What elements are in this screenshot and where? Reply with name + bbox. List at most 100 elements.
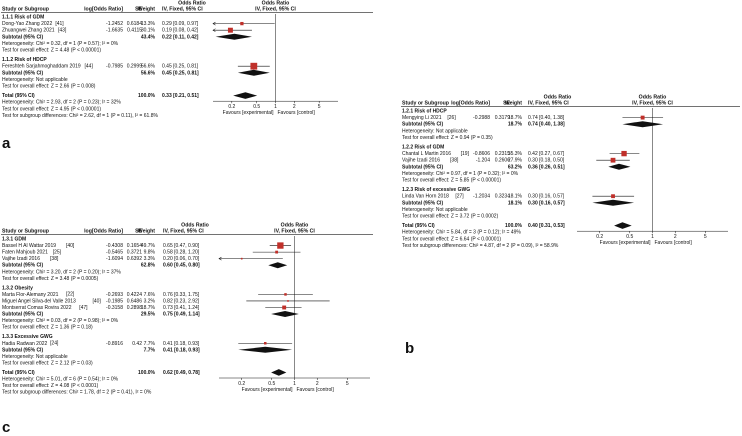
panel-c-group-2-subtotal-weight: 29.5% <box>141 312 156 318</box>
panel-a-header-ci: IV, Fixed, 95% CI <box>162 7 203 13</box>
panel-c-footer-1: Heterogeneity: Chi² = 5.01, df = 6 (P = … <box>2 377 119 383</box>
panel-c-group-2-study-1-weight: 7.6% <box>144 292 156 298</box>
panel-c-group-3-subtotal-diamond <box>238 346 293 353</box>
panel-b-group-1-study-1-log: -0.2988 <box>473 115 490 121</box>
panel-c-group-2-study-1-name: Marta Flor-Alemany 2021 <box>2 292 59 298</box>
panel-c-group-3-study-1-point-square <box>264 342 267 345</box>
panel-b-group-2-study-1-name: Chantal L Martin 2016 <box>402 151 451 157</box>
panel-c-group-3-title: 1.3.3 Excessive GWG <box>2 334 53 340</box>
panel-c-header-log: log[Odds Ratio] <box>84 229 123 235</box>
panel-b-favours-right: Favours [control] <box>655 240 693 246</box>
panel-c-group-1-overall-test: Test for overall effect: Z = 3.48 (P = 0… <box>2 276 99 282</box>
panel-c-group-1-study-3-se: 0.6392 <box>127 256 143 262</box>
panel-a-group-1-study-1-ref: [41] <box>55 21 64 27</box>
panel-b-header-study: Study or Subgroup <box>402 101 449 107</box>
panel-b-group-2-study-2-log: -1.204 <box>476 158 490 164</box>
panel-b-group-3-overall-test: Test for overall effect: Z = 3.72 (P = 0… <box>402 214 499 220</box>
panel-b-header-or-label: Odds Ratio <box>544 95 572 101</box>
panel-b-group-2-study-2-se: 0.2606 <box>495 158 511 164</box>
panel-a-group-1-study-1-log: -1.2452 <box>106 21 123 27</box>
panel-b-group-2-study-1-ref: [19] <box>461 151 470 157</box>
panel-a-group-1-study-2-ci: 0.19 [0.08, 0.42] <box>162 28 199 34</box>
panel-b-favours-left: Favours [experimental] <box>600 240 651 246</box>
panel-b-group-1-study-1-ref: [26] <box>447 115 456 121</box>
panel-c-group-1-study-3-log: -1.6094 <box>106 256 123 262</box>
panel-a-group-1-subtotal-label: Subtotal (95% CI) <box>2 34 43 40</box>
panel-c-group-2-study-3-weight: 18.7% <box>141 305 156 311</box>
panel-c-label: c <box>2 419 10 436</box>
panel-b-group-3-subtotal-ci: 0.30 [0.16, 0.57] <box>528 200 565 206</box>
panel-c-group-1-study-1-name: Bassel H Al Wattar 2019 <box>2 243 56 249</box>
panel-a-header-weight: Weight <box>138 7 155 13</box>
panel-b-group-3-study-1-weight: 18.1% <box>508 194 523 200</box>
panel-c-group-2-study-2-name: Miguel Angel Silva-del Valle 2013 <box>2 298 76 304</box>
panel-b-group-1-subtotal-label: Subtotal (95% CI) <box>402 122 443 128</box>
panel-b-total-label: Total (95% CI) <box>402 223 435 229</box>
panel-c-group-2-heterogeneity: Heterogeneity: Chi² = 0.03, df = 2 (P = … <box>2 318 119 324</box>
panel-a-total-weight: 100.0% <box>138 93 156 99</box>
panel-b-group-1-study-1-point-square <box>640 115 645 120</box>
panel-a-label: a <box>2 135 11 152</box>
panel-c-group-2-study-1-point-square <box>284 293 287 296</box>
panel-b-group-2-subtotal-diamond <box>608 163 631 170</box>
panel-c-group-1-study-2-ci: 0.58 [0.28, 1.20] <box>163 250 200 256</box>
panel-b-footer-1: Heterogeneity: Chi² = 5.84, df = 3 (P = … <box>402 230 521 236</box>
panel-a-group-2-study-1-ref: [44] <box>85 64 94 70</box>
panel-c-group-3-study-1-se: 0.42 <box>132 341 142 347</box>
panel-c-group-2-study-3-ref: [47] <box>79 305 88 311</box>
panel-b-group-2-study-2-weight: 27.9% <box>508 158 523 164</box>
panel-a-footer-1: Heterogeneity: Chi² = 2.93, df = 2 (P = … <box>2 100 121 106</box>
panel-a-group-1-subtotal-weight: 43.4% <box>141 34 156 40</box>
panel-c-group-2-study-3-ci: 0.73 [0.41, 1.24] <box>163 305 200 311</box>
panel-c-x-tick-label-3: 1 <box>293 381 296 387</box>
panel-c-total-diamond <box>271 369 287 376</box>
panel-c-group-3-subtotal-label: Subtotal (95% CI) <box>2 347 43 353</box>
panel-c-group-1-study-1-log: -0.4308 <box>106 243 123 249</box>
panel-c-group-1-study-1-ci: 0.65 [0.47, 0.90] <box>163 243 200 249</box>
panel-b-header-weight: Weight <box>505 101 522 107</box>
panel-b-group-2-study-1-se: 0.2315 <box>495 151 511 157</box>
panel-a-total-ci: 0.33 [0.21, 0.51] <box>162 93 199 99</box>
panel-c-group-1-study-1-se: 0.1654 <box>127 243 143 249</box>
panel-c-group-1-study-3-weight: 3.3% <box>144 256 156 262</box>
panel-c-group-2-study-2-point-square <box>287 300 289 302</box>
panel-a-total-label: Total (95% CI) <box>2 93 35 99</box>
panel-b-x-tick-label-4: 2 <box>674 234 677 240</box>
panel-b-x-tick-label-5: 5 <box>704 234 707 240</box>
panel-b-group-3-study-1-point-square <box>611 194 615 199</box>
panel-a-group-1-subtotal-ci: 0.22 [0.11, 0.42] <box>162 34 199 40</box>
panel-c-group-2-subtotal-label: Subtotal (95% CI) <box>2 312 43 318</box>
panel-a-x-tick-label-2: 0.5 <box>253 104 260 110</box>
panel-b-x-tick-label-3: 1 <box>651 234 654 240</box>
panel-c-favours-left: Favours [experimental] <box>242 387 293 393</box>
panel-c-group-3-heterogeneity: Heterogeneity: Not applicable <box>2 354 68 360</box>
panel-c-group-2-study-3-name: Montserrat Comas Rovira 2022 <box>2 305 72 311</box>
panel-c-total-label: Total (95% CI) <box>2 370 35 376</box>
panel-b-group-2-study-2-ref: [38] <box>450 158 459 164</box>
panel-c-group-3-subtotal-ci: 0.41 [0.18, 0.93] <box>163 347 200 353</box>
panel-b-group-2-study-2-point-square <box>610 157 616 163</box>
panel-b-group-2-title: 1.2.2 Risk of GDM <box>402 145 444 151</box>
panel-c-header-or-label: Odds Ratio <box>181 223 209 229</box>
panel-b-group-2-overall-test: Test for overall effect: Z = 5.85 (P < 0… <box>402 178 501 184</box>
panel-a-group-2-study-1-ci: 0.45 [0.25, 0.81] <box>162 64 199 70</box>
panel-c-header-se: SE <box>135 229 142 235</box>
panel-c-group-2-study-3-log: -0.3158 <box>106 305 123 311</box>
panel-a-group-1-study-1-name: Dong-Yao Zhang 2022 <box>2 21 52 27</box>
panel-a-group-1-study-2-ref: [43] <box>58 28 67 34</box>
panel-c-group-1-study-2-weight: 9.8% <box>144 250 156 256</box>
panel-c-group-1-study-2-se: 0.3721 <box>127 250 143 256</box>
panel-c-group-3-study-1-ref: [24] <box>50 341 59 347</box>
panel-a-favours-right: Favours [control] <box>278 110 316 116</box>
panel-c-group-1-study-3-ref: [38] <box>50 256 59 262</box>
panel-a-group-1-study-2-point-square <box>227 27 233 33</box>
panel-b-group-1-study-1-weight: 18.7% <box>508 115 523 121</box>
panel-b-group-1-study-1-ci: 0.74 [0.40, 1.38] <box>528 115 565 121</box>
panel-a-group-1-overall-test: Test for overall effect: Z = 4.48 (P < 0… <box>2 48 101 54</box>
panel-b-group-3-subtotal-diamond <box>592 199 635 206</box>
panel-b-group-2-subtotal-weight: 63.2% <box>508 164 523 170</box>
panel-b-group-3-subtotal-weight: 18.1% <box>508 200 523 206</box>
panel-b-group-3-title: 1.2.3 Risk of excessive GWG <box>402 187 470 193</box>
panel-c-group-1-study-3-ci-arrow <box>218 256 222 261</box>
panel-b-group-2-subtotal-ci: 0.36 [0.26, 0.51] <box>528 164 565 170</box>
